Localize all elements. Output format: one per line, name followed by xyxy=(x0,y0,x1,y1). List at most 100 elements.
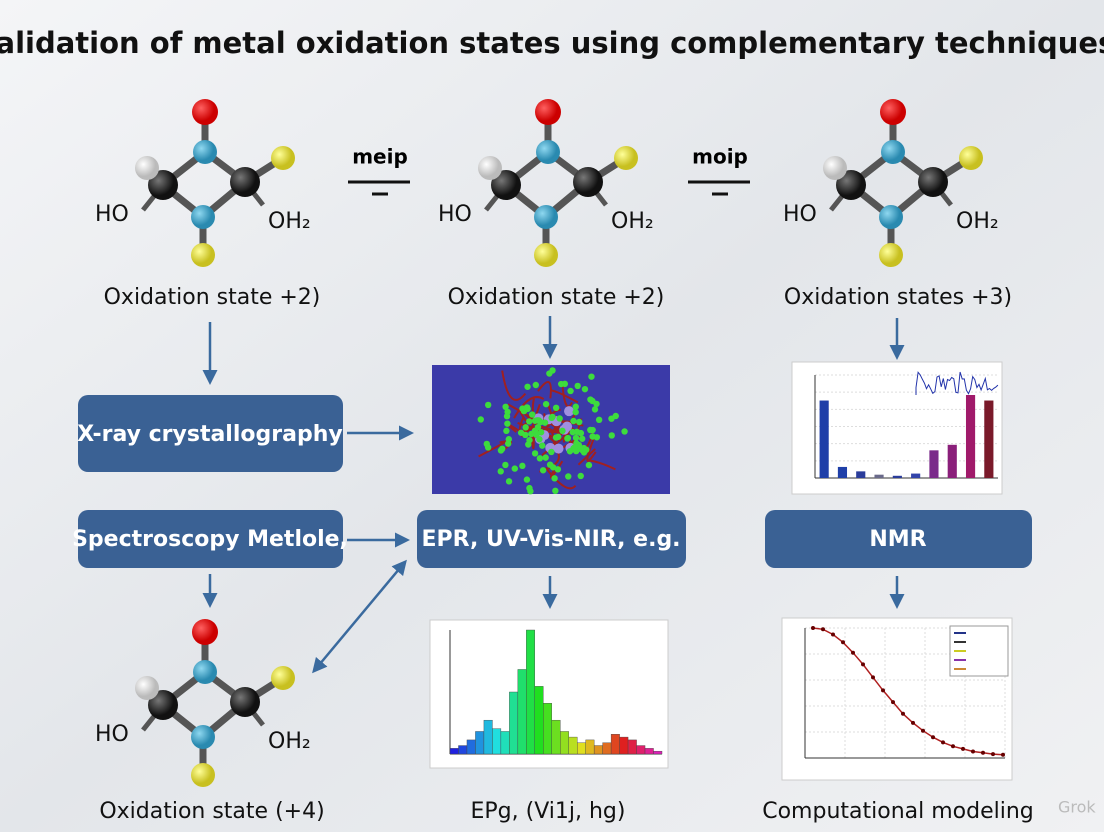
bar xyxy=(483,719,493,755)
atom xyxy=(565,473,572,480)
atom xyxy=(191,725,215,749)
atom xyxy=(192,619,218,645)
atom xyxy=(576,418,583,426)
atom xyxy=(573,167,603,197)
atom xyxy=(491,170,521,200)
method-label: X-ray crystallography xyxy=(77,422,342,447)
atom xyxy=(478,156,502,180)
atom xyxy=(531,450,539,457)
atom xyxy=(559,427,566,435)
strand xyxy=(577,448,596,466)
point xyxy=(961,746,965,751)
strand xyxy=(501,370,527,401)
strand xyxy=(550,425,560,435)
point xyxy=(921,728,925,733)
atom xyxy=(593,434,601,441)
atom xyxy=(536,436,543,443)
group-label: OH₂ xyxy=(268,209,311,234)
atom xyxy=(522,431,529,439)
atom xyxy=(572,403,579,410)
point xyxy=(811,626,815,630)
atom xyxy=(148,690,178,720)
point xyxy=(871,675,875,680)
atom xyxy=(552,404,560,412)
atom xyxy=(570,417,577,425)
bar xyxy=(892,475,902,478)
bar xyxy=(644,748,654,755)
atom xyxy=(483,440,490,448)
atom xyxy=(523,476,531,483)
atom xyxy=(542,400,550,408)
caption: Oxidation state (+4) xyxy=(99,799,324,824)
atom xyxy=(534,205,558,229)
atom xyxy=(564,434,572,442)
atom xyxy=(191,763,215,787)
atom xyxy=(879,205,903,229)
bar xyxy=(819,400,829,478)
group-label: HO xyxy=(438,202,472,227)
atom xyxy=(532,381,540,389)
method-box xyxy=(417,510,686,568)
atom xyxy=(191,243,215,267)
method-box xyxy=(78,510,343,568)
bar xyxy=(475,731,485,755)
bar xyxy=(449,748,459,755)
molecule: HO OH₂ xyxy=(95,619,311,787)
bar xyxy=(619,736,629,755)
arrows xyxy=(202,316,905,674)
bar xyxy=(560,731,569,755)
atom xyxy=(569,428,576,436)
atom xyxy=(959,146,983,170)
strand xyxy=(537,381,552,399)
atom xyxy=(572,408,579,416)
atom xyxy=(880,99,906,125)
group-label: OH₂ xyxy=(611,209,654,234)
atom xyxy=(193,660,217,684)
point xyxy=(951,744,955,749)
atom xyxy=(595,416,603,424)
point xyxy=(991,752,995,757)
atom xyxy=(552,487,559,495)
point xyxy=(901,711,905,716)
method-label: EPR, UV-Vis-NIR, e.g. xyxy=(421,527,680,552)
atom xyxy=(504,440,512,447)
atom xyxy=(556,415,563,422)
bar xyxy=(577,742,586,755)
bar xyxy=(602,742,612,755)
bar xyxy=(874,474,884,478)
bar xyxy=(837,466,848,478)
point xyxy=(971,749,975,754)
point xyxy=(821,627,825,632)
bar xyxy=(509,691,519,755)
point xyxy=(831,632,835,637)
atom xyxy=(148,170,178,200)
atom xyxy=(531,427,539,434)
point xyxy=(931,735,935,740)
atom xyxy=(529,411,536,418)
atom xyxy=(497,468,504,475)
atom xyxy=(191,205,215,229)
atom xyxy=(505,478,513,485)
atom xyxy=(135,676,159,700)
watermark: Grok xyxy=(1058,798,1096,817)
atom xyxy=(135,156,159,180)
atom xyxy=(534,243,558,267)
bar xyxy=(551,719,561,755)
atom xyxy=(503,427,510,435)
atom xyxy=(523,404,531,411)
atom xyxy=(271,666,295,690)
bar xyxy=(543,703,552,755)
atom xyxy=(574,382,581,390)
method-box xyxy=(765,510,1032,568)
atom xyxy=(548,448,555,456)
atom xyxy=(502,461,509,469)
point xyxy=(881,688,885,693)
point xyxy=(861,662,865,667)
point xyxy=(941,740,945,745)
atom xyxy=(542,454,549,461)
strand xyxy=(586,459,616,471)
bar xyxy=(610,734,620,755)
arrow xyxy=(312,559,407,674)
atom xyxy=(591,406,599,413)
